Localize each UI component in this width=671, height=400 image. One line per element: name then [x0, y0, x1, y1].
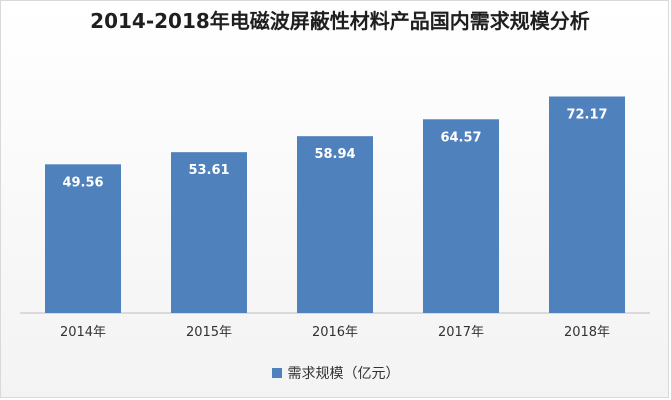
x-tick-label-2017年: 2017年	[438, 325, 484, 340]
legend-label: 需求规模（亿元）	[287, 366, 400, 382]
value-label-2017年: 64.57	[440, 130, 481, 145]
value-label-2018年: 72.17	[566, 107, 607, 122]
bar-2017年	[423, 119, 499, 313]
legend-swatch	[271, 368, 282, 378]
bar-2015年	[171, 152, 247, 313]
chart-title: 2014-2018年电磁波屏蔽性材料产品国内需求规模分析	[90, 9, 590, 33]
x-tick-label-2018年: 2018年	[564, 325, 610, 340]
bar-2016年	[297, 136, 373, 313]
x-tick-label-2015年: 2015年	[186, 325, 232, 340]
x-tick-label-2016年: 2016年	[312, 325, 358, 340]
x-tick-label-2014年: 2014年	[60, 325, 106, 340]
bar-2018年	[549, 96, 625, 314]
value-label-2016年: 58.94	[314, 147, 355, 162]
value-label-2015年: 53.61	[188, 163, 229, 178]
legend: 需求规模（亿元）	[0, 363, 671, 383]
value-label-2014年: 49.56	[62, 175, 103, 190]
bar-2014年	[45, 164, 121, 313]
